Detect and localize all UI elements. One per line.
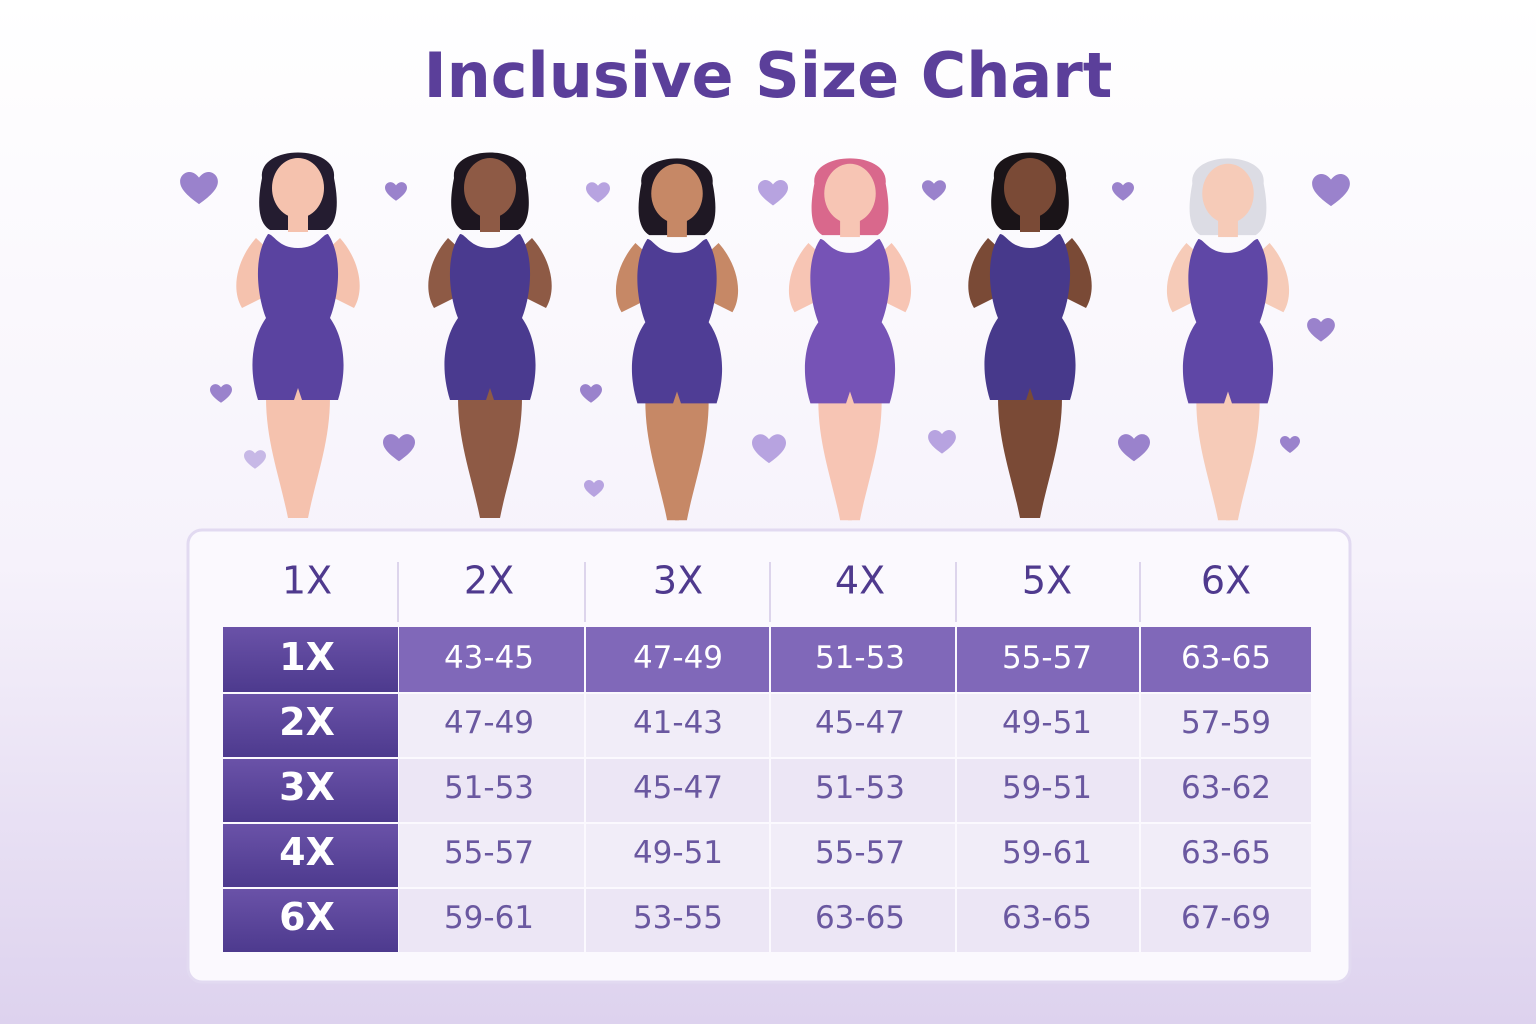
row-label: 3X — [279, 765, 335, 809]
table-cell — [586, 694, 769, 757]
cell-value: 41-43 — [633, 705, 723, 741]
cell-value: 45-47 — [633, 770, 723, 806]
cell-value: 55-57 — [444, 835, 534, 871]
table-cell — [399, 889, 584, 952]
table-cell — [1141, 824, 1311, 887]
cell-value: 63-65 — [1181, 835, 1271, 871]
cell-value: 51-53 — [815, 640, 905, 676]
table-cell — [771, 889, 955, 952]
table-cell — [957, 627, 1139, 692]
table-cell — [399, 824, 584, 887]
column-header: 4X — [835, 559, 885, 603]
cell-value: 59-51 — [1002, 770, 1092, 806]
cell-value: 57-59 — [1181, 705, 1271, 741]
table-cell — [957, 694, 1139, 757]
column-header: 2X — [464, 559, 514, 603]
table-cell — [586, 889, 769, 952]
table-cell — [957, 889, 1139, 952]
row-label: 6X — [279, 895, 335, 939]
row-label-cell — [223, 627, 398, 692]
cell-value: 47-49 — [444, 705, 534, 741]
row-label-cell — [223, 889, 398, 952]
title: Inclusive Size Chart — [424, 39, 1113, 112]
table-cell — [957, 759, 1139, 822]
cell-value: 53-55 — [633, 900, 723, 936]
table-cell — [399, 694, 584, 757]
size-table: 1X 2X 3X 4X 5X 6X 1X 43-45 47-49 51-53 55-57 63-65 2… — [223, 559, 1311, 952]
cell-value: 55-57 — [815, 835, 905, 871]
column-header: 5X — [1022, 559, 1072, 603]
table-cell — [771, 824, 955, 887]
cell-value: 55-57 — [1002, 640, 1092, 676]
table-cell — [1141, 627, 1311, 692]
table-cell — [1141, 889, 1311, 952]
cell-value: 43-45 — [444, 640, 534, 676]
table-cell — [771, 759, 955, 822]
cell-value: 63-65 — [1002, 900, 1092, 936]
table-cell — [771, 627, 955, 692]
table-cell — [399, 759, 584, 822]
table-cell — [399, 627, 584, 692]
row-label: 4X — [279, 830, 335, 874]
cell-value: 59-61 — [1002, 835, 1092, 871]
cell-value: 49-51 — [633, 835, 723, 871]
cell-value: 45-47 — [815, 705, 905, 741]
column-header: 6X — [1201, 559, 1251, 603]
cell-value: 51-53 — [815, 770, 905, 806]
table-cell — [586, 627, 769, 692]
column-header: 1X — [282, 559, 332, 603]
table-cell — [1141, 694, 1311, 757]
table-cell — [586, 759, 769, 822]
row-label: 2X — [279, 700, 335, 744]
table-cell — [1141, 759, 1311, 822]
row-label-cell — [223, 759, 398, 822]
table-cell — [957, 824, 1139, 887]
cell-value: 63-62 — [1181, 770, 1271, 806]
table-cell — [586, 824, 769, 887]
cell-value: 47-49 — [633, 640, 723, 676]
row-label: 1X — [279, 635, 335, 679]
table-cell — [771, 694, 955, 757]
row-label-cell — [223, 824, 398, 887]
cell-value: 49-51 — [1002, 705, 1092, 741]
cell-value: 63-65 — [1181, 640, 1271, 676]
row-label-cell — [223, 694, 398, 757]
cell-value: 51-53 — [444, 770, 534, 806]
cell-value: 63-65 — [815, 900, 905, 936]
column-header: 3X — [653, 559, 703, 603]
cell-value: 59-61 — [444, 900, 534, 936]
cell-value: 67-69 — [1181, 900, 1271, 936]
